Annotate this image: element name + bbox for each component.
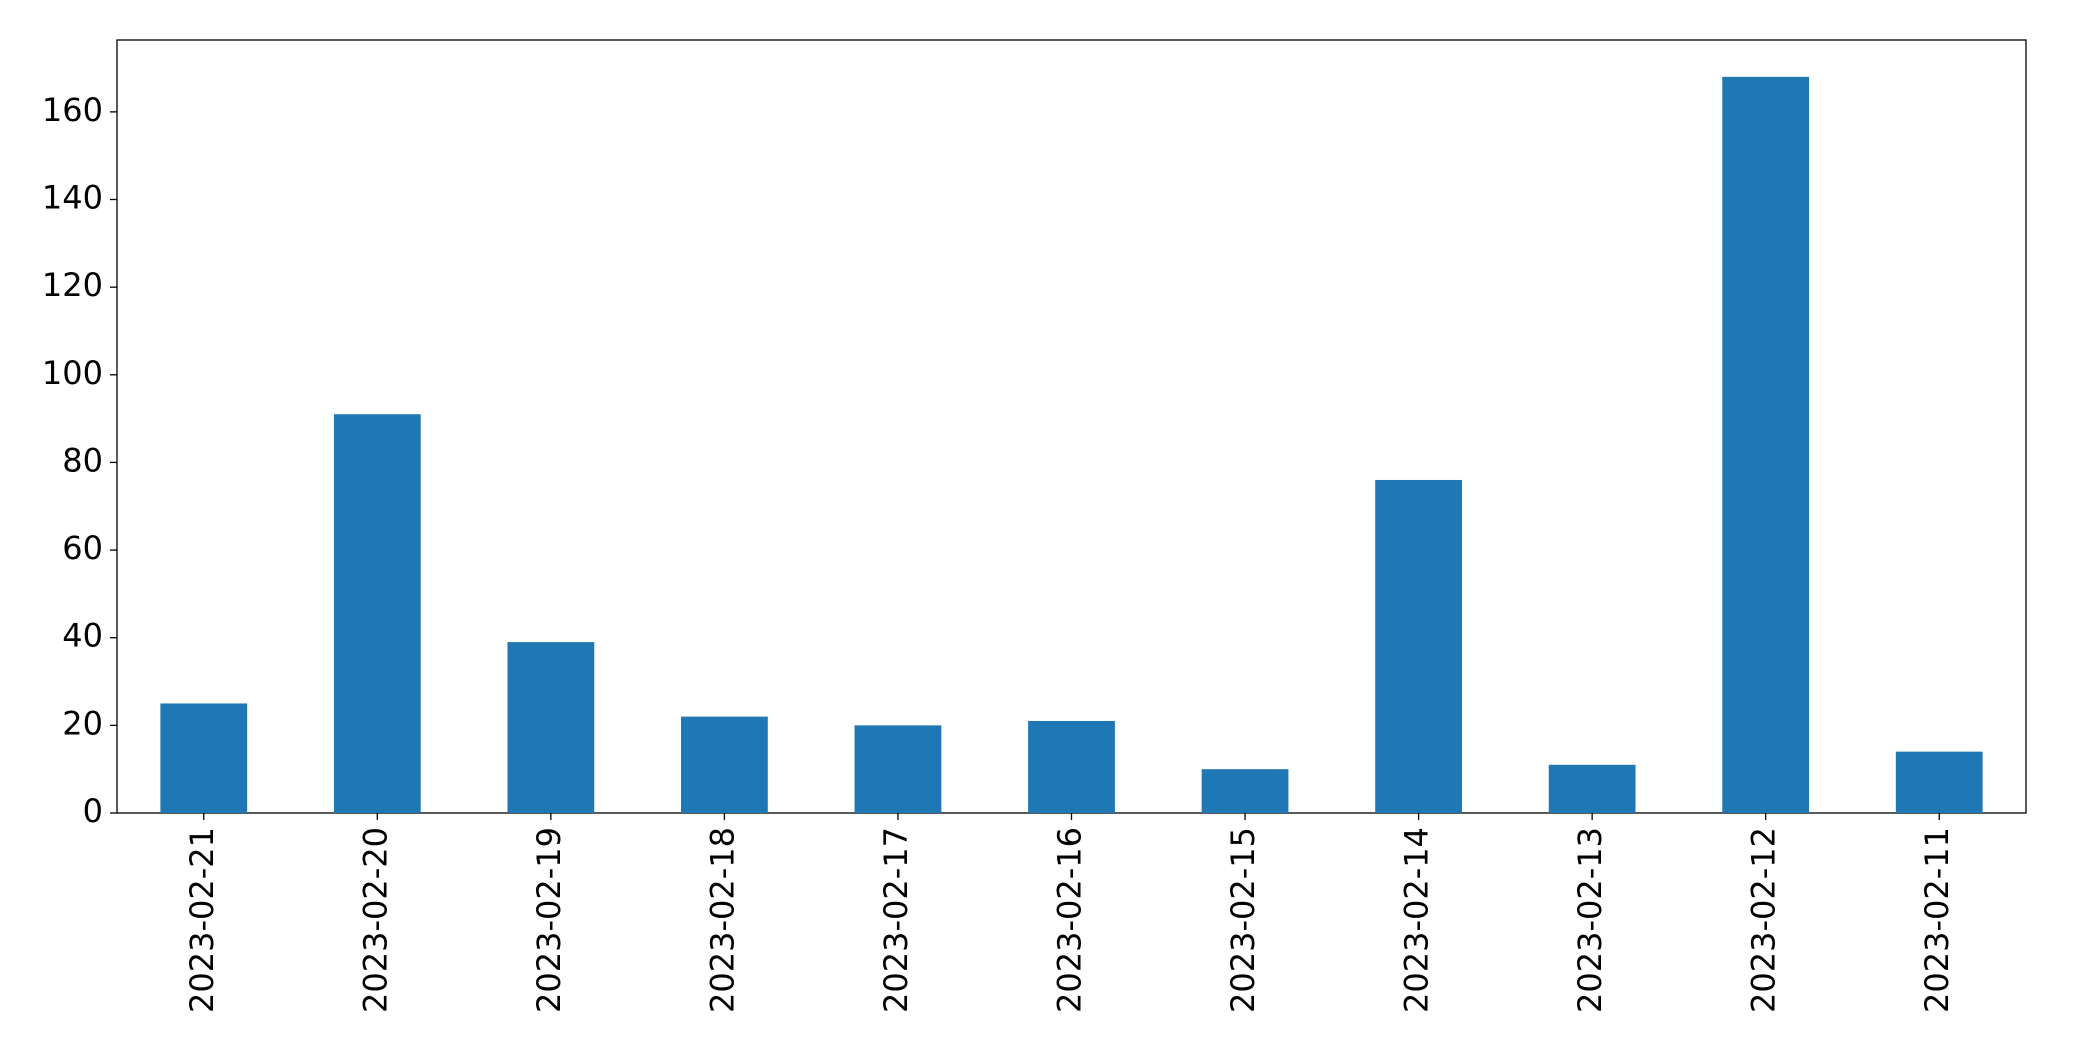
x-tick-label: 2023-02-12 (1745, 827, 1783, 1013)
x-tick-label: 2023-02-14 (1398, 827, 1436, 1013)
bar (333, 414, 421, 813)
y-tick-label: 140 (42, 179, 103, 217)
x-tick-label: 2023-02-20 (356, 827, 394, 1013)
bar (681, 716, 768, 813)
x-tick-label: 2023-02-18 (703, 827, 741, 1013)
bar (854, 725, 942, 813)
bar (507, 642, 595, 813)
y-tick-label: 60 (62, 529, 103, 567)
y-tick-label: 100 (42, 354, 103, 392)
y-tick-label: 0 (83, 792, 103, 830)
x-tick-label: 2023-02-19 (530, 827, 568, 1013)
x-tick-label: 2023-02-11 (1918, 827, 1956, 1013)
x-tick-label: 2023-02-16 (1051, 827, 1089, 1013)
y-tick-label: 160 (42, 91, 103, 129)
bar (1028, 720, 1115, 813)
bar (1722, 76, 1810, 814)
bar (160, 703, 248, 813)
y-tick-label: 80 (62, 441, 103, 479)
x-tick-label: 2023-02-13 (1571, 827, 1609, 1013)
y-tick-label: 120 (42, 266, 103, 304)
x-tick-label: 2023-02-21 (183, 827, 221, 1013)
bar (1895, 751, 1983, 813)
x-tick-label: 2023-02-15 (1224, 827, 1262, 1013)
bar (1548, 764, 1636, 813)
y-tick-label: 20 (62, 704, 103, 742)
x-tick-label: 2023-02-17 (877, 827, 915, 1013)
bar (1375, 479, 1462, 813)
y-tick-label: 40 (62, 617, 103, 655)
bar (1201, 769, 1289, 813)
